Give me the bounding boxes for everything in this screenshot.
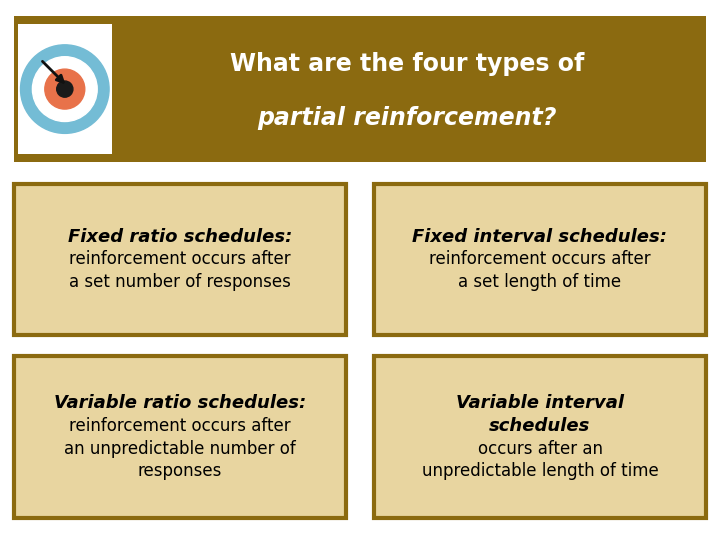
Text: occurs after an: occurs after an	[477, 440, 603, 458]
Text: unpredictable length of time: unpredictable length of time	[422, 462, 658, 481]
Text: Variable ratio schedules:: Variable ratio schedules:	[54, 394, 306, 413]
Text: a set number of responses: a set number of responses	[69, 273, 291, 291]
Text: a set length of time: a set length of time	[459, 273, 621, 291]
Text: partial reinforcement?: partial reinforcement?	[257, 106, 557, 130]
Ellipse shape	[32, 57, 97, 122]
Ellipse shape	[20, 45, 109, 133]
Text: Variable interval: Variable interval	[456, 394, 624, 413]
FancyBboxPatch shape	[374, 356, 706, 518]
Text: Fixed interval schedules:: Fixed interval schedules:	[413, 227, 667, 246]
Ellipse shape	[57, 81, 73, 97]
Text: schedules: schedules	[490, 417, 590, 435]
Text: reinforcement occurs after: reinforcement occurs after	[429, 250, 651, 268]
Text: What are the four types of: What are the four types of	[230, 52, 584, 76]
Text: reinforcement occurs after: reinforcement occurs after	[69, 417, 291, 435]
FancyBboxPatch shape	[374, 184, 706, 335]
FancyBboxPatch shape	[14, 356, 346, 518]
Text: responses: responses	[138, 462, 222, 481]
FancyBboxPatch shape	[18, 24, 112, 154]
Text: an unpredictable number of: an unpredictable number of	[64, 440, 296, 458]
Text: reinforcement occurs after: reinforcement occurs after	[69, 250, 291, 268]
Ellipse shape	[45, 69, 85, 109]
FancyBboxPatch shape	[14, 16, 706, 162]
Text: Fixed ratio schedules:: Fixed ratio schedules:	[68, 227, 292, 246]
FancyBboxPatch shape	[14, 184, 346, 335]
